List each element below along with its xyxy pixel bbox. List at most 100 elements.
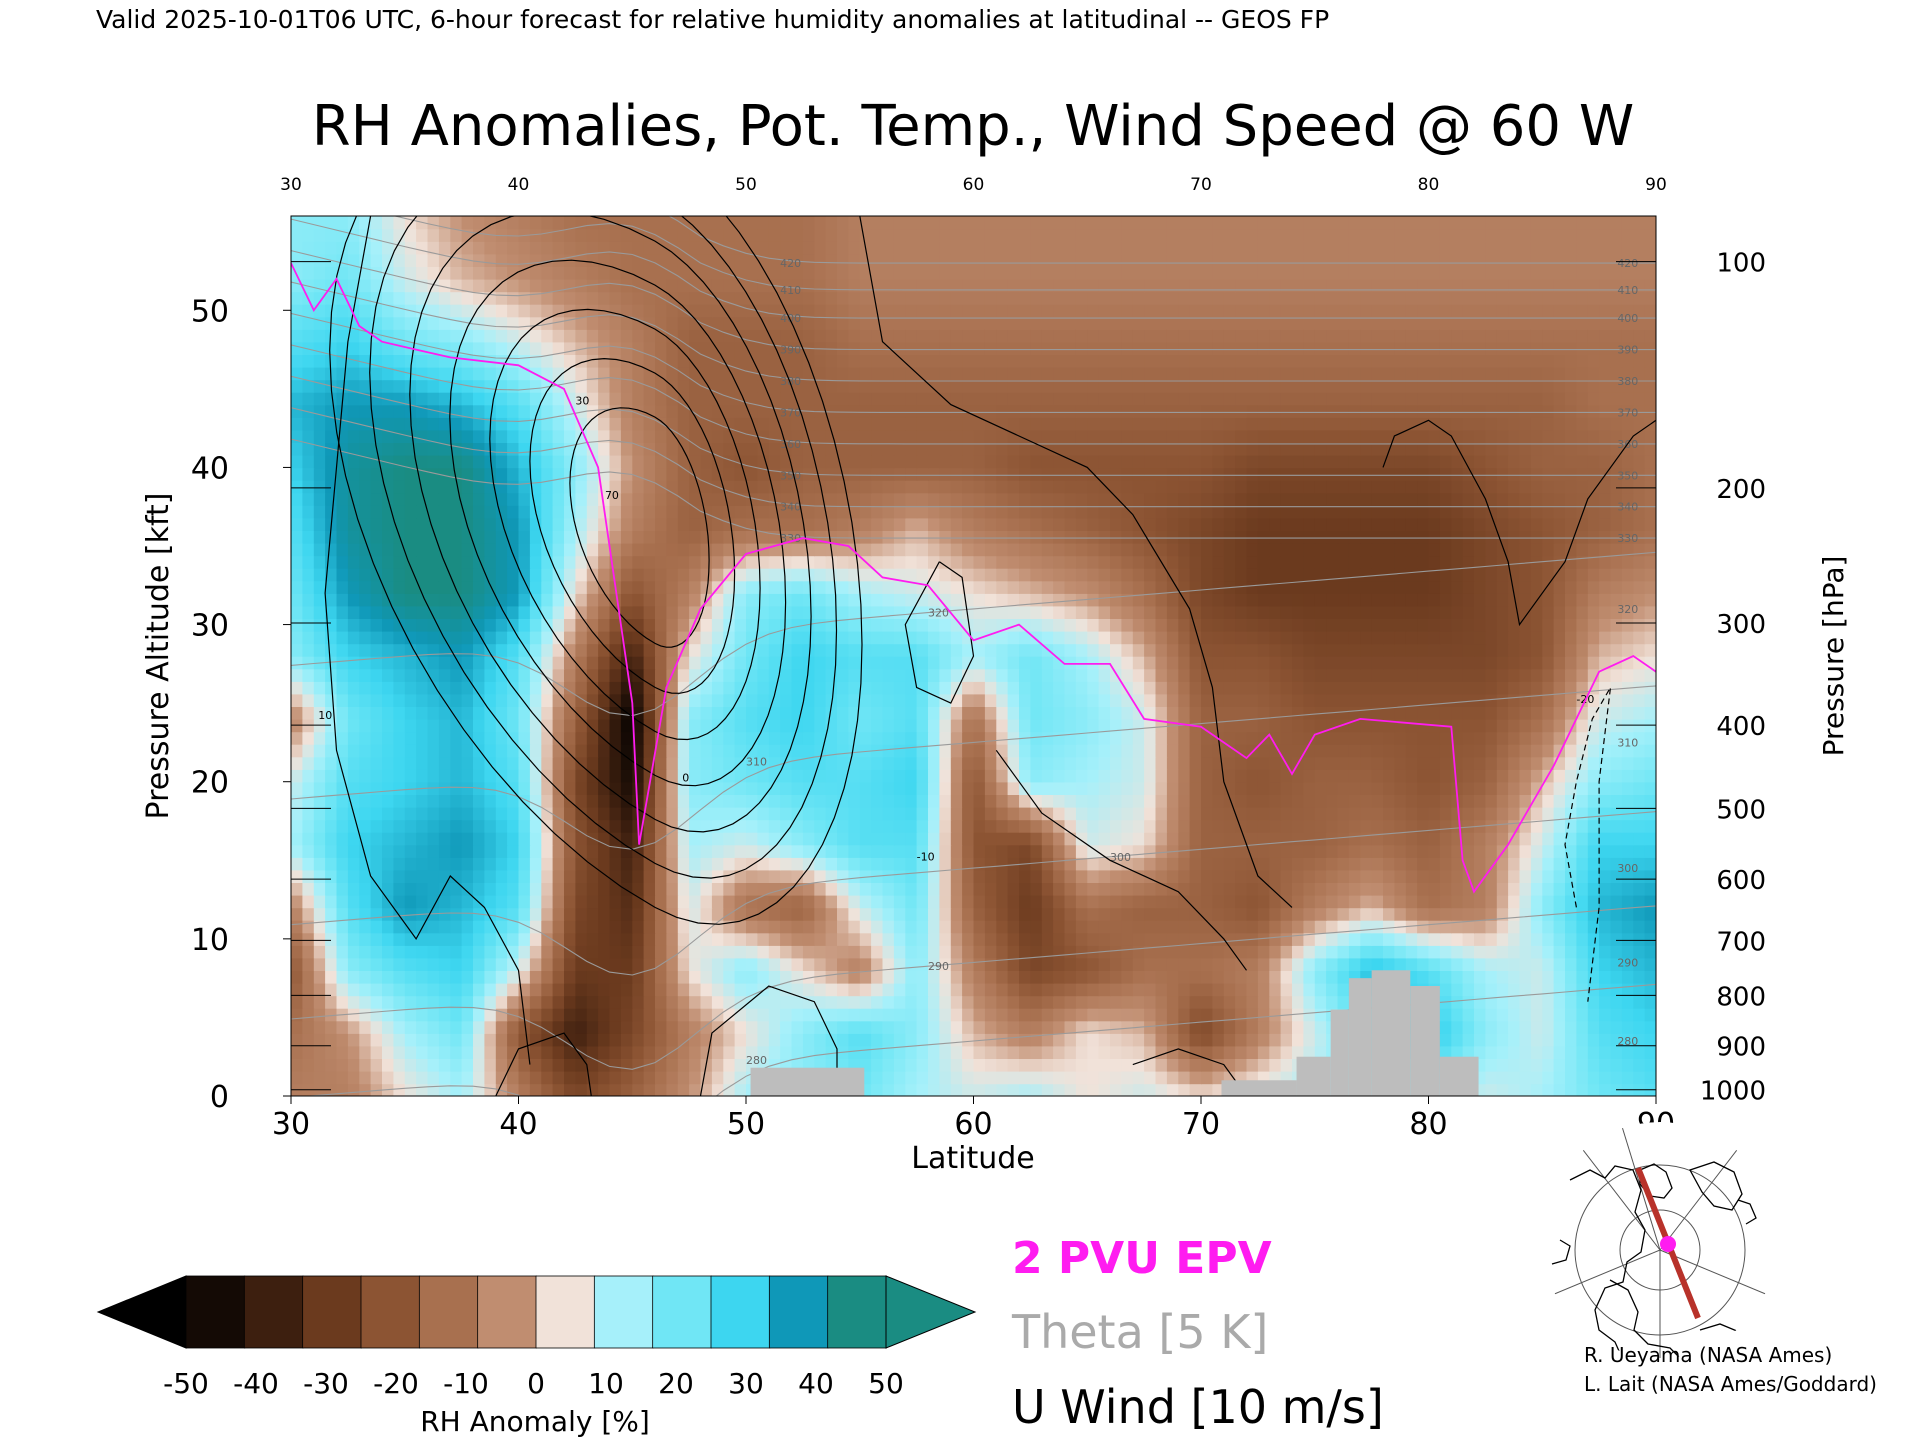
rh-cell [1019,769,1032,783]
rh-cell [1087,794,1100,808]
rh-cell [1371,656,1384,670]
rh-cell [893,907,906,921]
rh-cell [1075,1008,1088,1022]
rh-cell [450,693,463,707]
rh-cell [939,982,952,997]
rh-cell [973,882,986,896]
rh-cell [1064,970,1077,984]
rh-cell [1075,1045,1088,1059]
rh-cell [848,945,861,959]
rh-cell [507,593,520,607]
rh-cell [1314,593,1327,607]
rh-cell [939,894,952,909]
rh-cell [666,706,679,720]
rh-cell [1280,957,1293,971]
rh-cell [1348,681,1361,695]
rh-cell [928,957,941,971]
rh-cell [552,832,565,846]
rh-cell [1496,781,1509,795]
rh-cell [950,869,963,883]
rh-cell [1405,882,1418,896]
rh-cell [1189,618,1202,632]
rh-cell [1576,819,1589,833]
rh-cell [336,605,349,619]
rh-cell [848,869,861,883]
rh-cell [1178,693,1191,707]
rh-cell [1451,970,1464,984]
rh-cell [1007,995,1020,1009]
rh-cell [1417,957,1430,971]
rh-cell [928,580,941,594]
rh-cell [1087,781,1100,795]
rh-cell [1599,995,1612,1009]
rh-cell [916,1033,929,1047]
rh-cell [1280,656,1293,670]
rh-cell [677,593,690,607]
rh-cell [746,819,759,833]
rh-cell [393,1033,406,1047]
rh-cell [450,970,463,984]
rh-cell [1178,756,1191,770]
rh-cell [655,894,668,909]
rh-cell [882,920,895,934]
rh-cell [723,693,736,707]
rh-cell [848,932,861,946]
rh-cell [643,844,656,858]
rh-cell [768,844,781,858]
rh-cell [450,945,463,959]
rh-cell [1565,618,1578,632]
rh-cell [1439,580,1452,594]
rh-cell [859,593,872,607]
rh-cell [1485,806,1498,821]
rh-cell [1087,844,1100,858]
rh-cell [780,1008,793,1022]
rh-cell [1269,932,1282,946]
rh-cell [723,656,736,670]
rh-cell [507,894,520,909]
rh-cell [359,630,372,645]
rh-cell [336,832,349,846]
rh-cell [1201,869,1214,883]
rh-cell [1132,630,1145,645]
rh-cell [1633,605,1646,619]
rh-cell [1428,618,1441,632]
rh-cell [882,744,895,758]
rh-cell [1007,982,1020,997]
rh-cell [404,1033,417,1047]
rh-cell [1371,819,1384,833]
rh-cell [768,932,781,946]
rh-cell [1451,982,1464,997]
rh-cell [552,605,565,619]
rh-cell [757,932,770,946]
rh-cell [928,769,941,783]
rh-cell [1007,605,1020,619]
rh-cell [837,568,850,582]
rh-cell [1075,656,1088,670]
rh-cell [541,568,554,582]
rh-cell [438,731,451,745]
rh-cell [1087,744,1100,758]
rh-cell [984,869,997,883]
rh-cell [1383,681,1396,695]
rh-cell [1121,894,1134,909]
rh-cell [848,681,861,695]
rh-cell [552,1083,565,1096]
rh-cell [1326,781,1339,795]
rh-cell [1599,882,1612,896]
rh-cell [882,869,895,883]
rh-cell [655,920,668,934]
rh-cell [1462,832,1475,846]
rh-cell [814,643,827,657]
rh-cell [302,656,315,670]
rh-cell [882,605,895,619]
rh-cell [1553,618,1566,632]
rh-cell [1053,1033,1066,1047]
rh-cell [984,920,997,934]
rh-cell [1235,744,1248,758]
rh-cell [1019,882,1032,896]
rh-cell [802,882,815,896]
rh-cell [1019,920,1032,934]
rh-cell [1451,630,1464,645]
rh-cell [1530,618,1543,632]
rh-cell [359,857,372,871]
